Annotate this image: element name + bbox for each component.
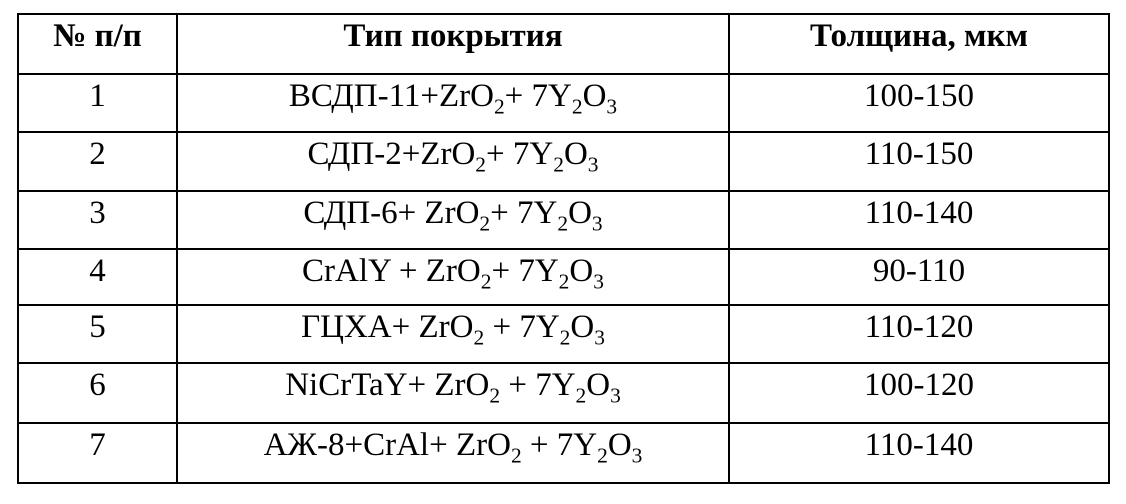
thickness-cell: 100-120 (728, 362, 1110, 424)
row-number-cell: 1 (17, 73, 178, 133)
coating-type-cell: NiCrTaY+ ZrO2 + 7Y2O3 (176, 362, 730, 424)
thickness-cell: 110-140 (728, 190, 1110, 250)
table-row: 1 ВСДП-11+ZrO2+ 7Y2O3 100-150 (17, 73, 1110, 133)
table-row: 6 NiCrTaY+ ZrO2 + 7Y2O3 100-120 (17, 362, 1110, 424)
thickness-cell: 110-150 (728, 131, 1110, 192)
thickness-cell: 90-110 (728, 248, 1110, 306)
row-number-cell: 2 (17, 131, 178, 192)
table-row: 7 АЖ-8+CrAl+ ZrO2 + 7Y2O3 110-140 (17, 422, 1110, 484)
table-row: 2 СДП-2+ZrO2+ 7Y2O3 110-150 (17, 131, 1110, 192)
column-header-thickness: Толщина, мкм (728, 13, 1110, 75)
coating-type-cell: СДП-6+ ZrO2+ 7Y2O3 (176, 190, 730, 250)
coating-type-cell: ГЦХА+ ZrO2 + 7Y2O3 (176, 304, 730, 364)
column-header-coating-type: Тип покрытия (176, 13, 730, 75)
coating-type-cell: ВСДП-11+ZrO2+ 7Y2O3 (176, 73, 730, 133)
thickness-cell: 100-150 (728, 73, 1110, 133)
table-row: 4 CrAlY + ZrO2+ 7Y2O3 90-110 (17, 248, 1110, 306)
row-number-cell: 5 (17, 304, 178, 364)
coating-type-cell: CrAlY + ZrO2+ 7Y2O3 (176, 248, 730, 306)
row-number-cell: 3 (17, 190, 178, 250)
row-number-cell: 7 (17, 422, 178, 484)
coating-type-cell: СДП-2+ZrO2+ 7Y2O3 (176, 131, 730, 192)
row-number-cell: 6 (17, 362, 178, 424)
coatings-table: № п/п Тип покрытия Толщина, мкм 1 ВСДП-1… (17, 13, 1110, 484)
row-number-cell: 4 (17, 248, 178, 306)
coating-type-cell: АЖ-8+CrAl+ ZrO2 + 7Y2O3 (176, 422, 730, 484)
thickness-cell: 110-140 (728, 422, 1110, 484)
header-row: № п/п Тип покрытия Толщина, мкм (17, 13, 1110, 75)
column-header-num: № п/п (17, 13, 178, 75)
thickness-cell: 110-120 (728, 304, 1110, 364)
table-row: 5 ГЦХА+ ZrO2 + 7Y2O3 110-120 (17, 304, 1110, 364)
table-row: 3 СДП-6+ ZrO2+ 7Y2O3 110-140 (17, 190, 1110, 250)
